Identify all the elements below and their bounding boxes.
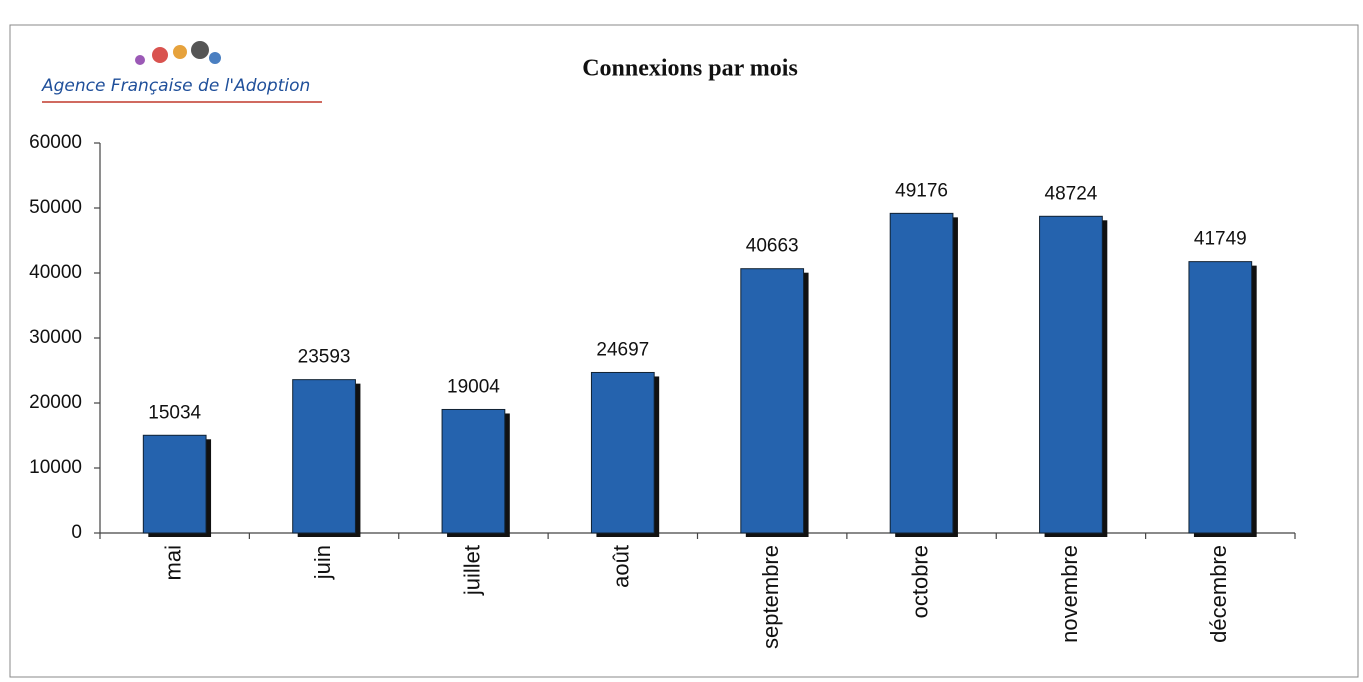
bar [142, 434, 207, 534]
bar [740, 268, 805, 534]
data-label: 23593 [298, 347, 351, 368]
bar [1188, 261, 1253, 534]
chart-frame [9, 24, 1359, 678]
y-tick-label: 50000 [29, 197, 82, 218]
y-tick-label: 20000 [29, 392, 82, 413]
data-label: 49176 [895, 180, 948, 201]
x-tick-label: octobre [907, 545, 932, 618]
data-label: 24697 [596, 339, 649, 360]
x-tick-label: mai [161, 545, 186, 580]
chart-title: Connexions par mois [582, 56, 798, 82]
bar [441, 408, 506, 534]
x-tick-label: juin [310, 545, 335, 580]
data-label: 15034 [148, 402, 201, 423]
bar [889, 212, 954, 534]
bar [1039, 215, 1103, 534]
bar [590, 371, 655, 534]
x-tick-label: août [609, 545, 634, 588]
y-tick-label: 30000 [29, 327, 82, 348]
x-tick-label: novembre [1057, 545, 1082, 643]
data-label: 48724 [1045, 183, 1098, 204]
bar [292, 379, 356, 534]
data-label: 40663 [746, 236, 799, 257]
data-label: 41749 [1194, 229, 1247, 250]
x-tick-label: septembre [758, 545, 783, 649]
x-tick-label: décembre [1206, 545, 1231, 643]
y-tick-label: 0 [71, 522, 82, 543]
y-tick-label: 10000 [29, 457, 82, 478]
data-label: 19004 [447, 376, 500, 397]
y-tick-label: 40000 [29, 262, 82, 283]
logo-art [135, 41, 221, 65]
y-tick-label: 60000 [29, 132, 82, 153]
x-tick-label: juillet [459, 545, 484, 596]
logo-text: Agence Française de l'Adoption [41, 76, 310, 96]
